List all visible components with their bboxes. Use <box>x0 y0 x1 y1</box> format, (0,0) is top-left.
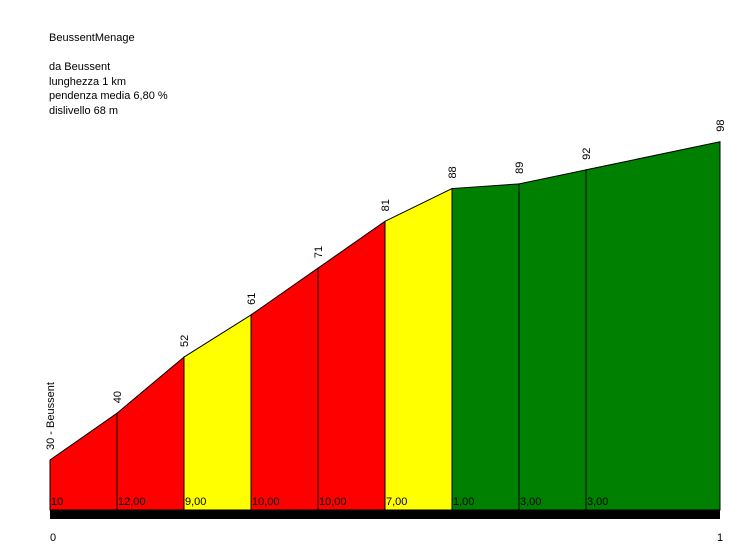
gradient-label: 3,00 <box>587 496 608 508</box>
profile-details: da Beussent lunghezza 1 km pendenza medi… <box>49 60 168 118</box>
elevation-label: 71 <box>313 246 325 258</box>
gradient-label: 3,00 <box>520 496 541 508</box>
elevation-label: 92 <box>581 148 593 160</box>
gradient-label: 9,00 <box>185 496 206 508</box>
gradient-label: 12,00 <box>118 496 146 508</box>
elevation-label: 81 <box>380 199 392 211</box>
x-tick-label: 1 <box>717 532 723 544</box>
profile-segment <box>518 169 587 511</box>
elevation-labels: 30 - Beussent 40 52 61 71 81 88 89 92 98 <box>45 120 727 450</box>
profile-segments <box>49 141 721 511</box>
elevation-gain-text: dislivello 68 m <box>49 104 119 117</box>
profile-segment <box>384 187 453 511</box>
gradient-label: 7,00 <box>386 496 407 508</box>
elevation-label: 89 <box>514 162 526 174</box>
profile-segment <box>451 183 520 511</box>
start-location: da Beussent <box>49 61 111 73</box>
elevation-label: 52 <box>179 335 191 347</box>
gradient-labels: 10 12,00 9,00 10,00 10,00 7,00 1,00 3,00 3,00 <box>51 496 608 508</box>
elevation-label: 98 <box>715 120 727 132</box>
elevation-label: 61 <box>246 293 258 305</box>
gradient-label: 10,00 <box>252 496 280 508</box>
profile-segment <box>116 355 185 511</box>
gradient-label: 10 <box>51 496 63 508</box>
elevation-label: 40 <box>112 391 124 403</box>
baseline-bar <box>50 510 720 519</box>
x-tick-label: 0 <box>50 532 56 544</box>
length-text: lunghezza 1 km <box>49 75 127 88</box>
gradient-label: 1,00 <box>453 496 474 508</box>
profile-segment <box>250 267 319 511</box>
gradient-label: 10,00 <box>319 496 347 508</box>
avg-gradient-text: pendenza media 6,80 % <box>49 90 168 102</box>
profile-segment <box>317 220 386 511</box>
profile-segment <box>585 141 721 511</box>
profile-title: BeussentMenage <box>49 32 135 44</box>
elevation-label: 88 <box>447 166 459 178</box>
elevation-label: 30 - Beussent <box>45 382 57 450</box>
profile-info: BeussentMenage <box>49 31 135 46</box>
profile-segment <box>183 314 252 511</box>
